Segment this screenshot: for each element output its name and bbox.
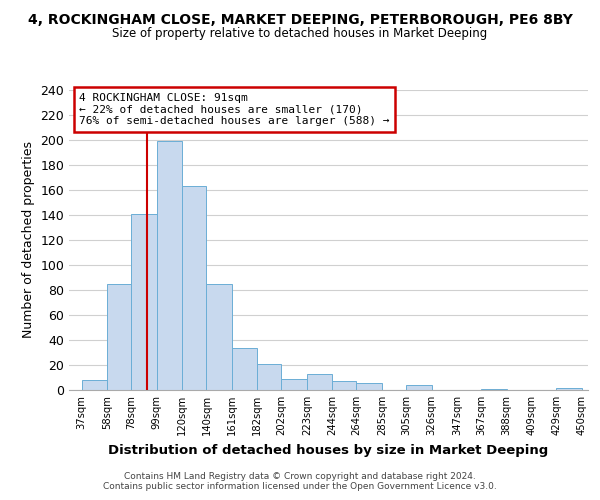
Bar (182, 186, 206, 390)
Y-axis label: Number of detached properties: Number of detached properties (22, 142, 35, 338)
Text: Size of property relative to detached houses in Market Deeping: Size of property relative to detached ho… (112, 28, 488, 40)
Bar (232, 348, 257, 390)
Bar (332, 381, 356, 390)
Bar (107, 284, 131, 390)
X-axis label: Distribution of detached houses by size in Market Deeping: Distribution of detached houses by size … (109, 444, 548, 456)
Text: 4, ROCKINGHAM CLOSE, MARKET DEEPING, PETERBOROUGH, PE6 8BY: 4, ROCKINGHAM CLOSE, MARKET DEEPING, PET… (28, 12, 572, 26)
Text: 4 ROCKINGHAM CLOSE: 91sqm
← 22% of detached houses are smaller (170)
76% of semi: 4 ROCKINGHAM CLOSE: 91sqm ← 22% of detac… (79, 93, 390, 126)
Bar (307, 374, 332, 390)
Text: Contains HM Land Registry data © Crown copyright and database right 2024.: Contains HM Land Registry data © Crown c… (124, 472, 476, 481)
Bar (131, 214, 157, 390)
Text: Contains public sector information licensed under the Open Government Licence v3: Contains public sector information licen… (103, 482, 497, 491)
Bar (556, 388, 581, 390)
Bar (257, 364, 281, 390)
Bar (481, 389, 506, 390)
Bar (157, 141, 182, 390)
Bar (281, 379, 307, 390)
Bar (206, 284, 232, 390)
Bar (82, 380, 107, 390)
Bar (406, 385, 431, 390)
Bar (356, 382, 382, 390)
